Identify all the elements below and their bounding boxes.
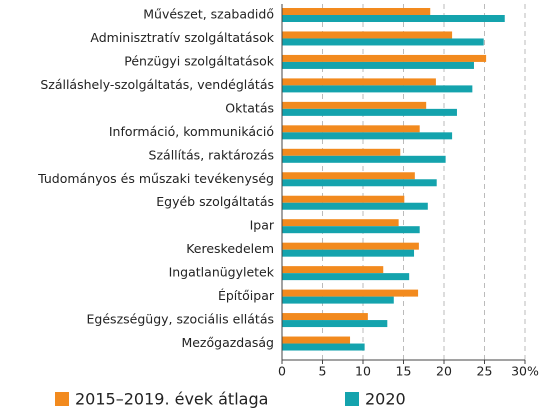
category-label: Egyéb szolgáltatás [156, 194, 274, 209]
x-tick-label: 5 [319, 364, 327, 379]
category-label: Szállítás, raktározás [149, 147, 274, 162]
bar [282, 101, 427, 109]
category-label: Építőipar [218, 288, 275, 303]
x-tick-label: 10 [355, 364, 371, 379]
bar [282, 242, 419, 250]
bar [282, 8, 431, 15]
legend-swatch [55, 392, 69, 406]
x-tick-label: 15 [396, 364, 412, 379]
bar [282, 336, 351, 344]
legend-label: 2020 [365, 390, 406, 409]
bar [282, 31, 453, 39]
bar [282, 38, 484, 46]
bar [282, 54, 487, 62]
bar [282, 343, 365, 351]
category-label: Tudományos és műszaki tevékenység [37, 171, 274, 186]
category-label: Szálláshely-szolgáltatás, vendéglátás [40, 77, 274, 92]
bar [282, 85, 473, 93]
bar [282, 108, 457, 116]
category-label: Pénzügyi szolgáltatások [124, 53, 275, 68]
bar [282, 78, 436, 86]
x-tick-label: 0 [278, 364, 286, 379]
category-label: Mezőgazdaság [181, 335, 274, 350]
category-label: Oktatás [225, 100, 274, 115]
bar [282, 179, 437, 187]
bar [282, 249, 415, 257]
x-tick-label: 20 [436, 364, 452, 379]
category-label: Ingatlanügyletek [169, 265, 275, 280]
bar [282, 313, 368, 321]
bar [282, 148, 401, 156]
bar [282, 125, 420, 133]
bar [282, 320, 388, 328]
bar [282, 266, 384, 274]
bar [282, 202, 428, 210]
x-tick-label: 30% [511, 364, 539, 379]
bar [282, 226, 420, 234]
category-label: Ipar [250, 218, 275, 233]
x-tick-label: 25 [477, 364, 493, 379]
bar [282, 155, 446, 163]
bar [282, 61, 474, 69]
bar [282, 273, 410, 281]
bar [282, 15, 505, 22]
bar [282, 132, 453, 140]
bar [282, 296, 394, 304]
category-label: Egészségügy, szociális ellátás [87, 312, 274, 327]
legend-label: 2015–2019. évek átlaga [75, 390, 268, 409]
category-label: Információ, kommunikáció [109, 124, 274, 139]
category-label: Művészet, szabadidő [143, 7, 274, 22]
bar [282, 172, 415, 180]
category-label: Adminisztratív szolgáltatások [90, 30, 274, 45]
bar [282, 195, 405, 203]
bar [282, 219, 399, 227]
bar [282, 289, 419, 297]
legend-swatch [345, 392, 359, 406]
category-label: Kereskedelem [186, 241, 274, 256]
